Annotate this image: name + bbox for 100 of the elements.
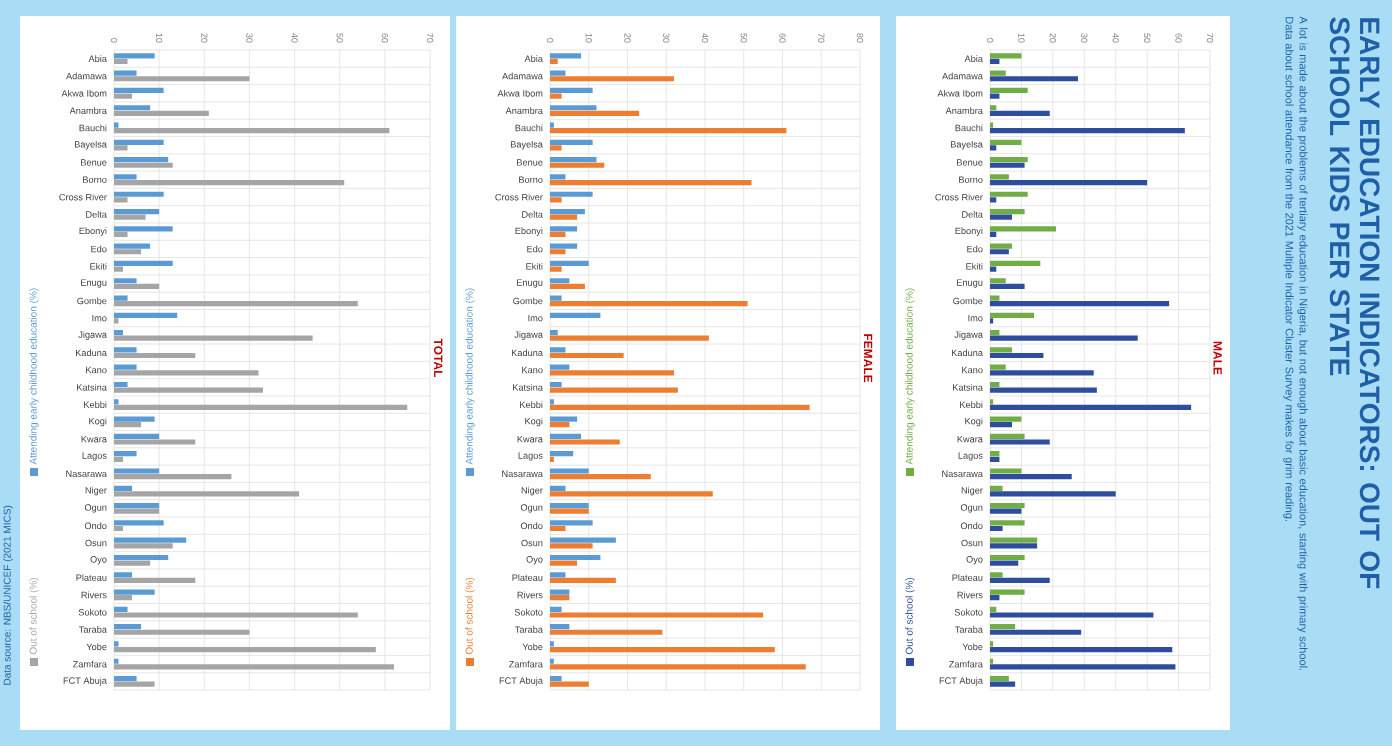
bar	[114, 76, 250, 82]
bar	[114, 624, 142, 630]
bar	[550, 612, 764, 618]
bar	[114, 364, 137, 370]
bar	[114, 283, 160, 289]
bar	[114, 416, 155, 422]
bar	[114, 664, 394, 670]
bar	[114, 468, 160, 474]
bar	[990, 214, 1013, 220]
bar	[550, 174, 566, 180]
bar	[550, 162, 605, 168]
bar	[990, 589, 1025, 595]
bar	[990, 128, 1185, 134]
bar	[990, 295, 1000, 301]
bar	[550, 145, 562, 151]
bar	[550, 525, 566, 532]
bar	[990, 53, 1022, 59]
bar	[990, 191, 1028, 197]
bar	[114, 485, 133, 491]
bar	[990, 226, 1056, 232]
bar	[990, 554, 1025, 561]
bar	[550, 502, 589, 509]
bar	[550, 191, 593, 197]
bar	[990, 543, 1038, 549]
bar	[550, 554, 601, 561]
bar	[990, 93, 1000, 99]
bar	[114, 260, 173, 267]
bar	[550, 312, 601, 318]
bar	[990, 404, 1192, 410]
bar	[550, 387, 678, 393]
bar	[990, 508, 1022, 514]
bar	[550, 473, 651, 480]
bar	[550, 260, 589, 267]
bar	[990, 387, 1097, 393]
bar	[114, 214, 146, 220]
bar	[990, 624, 1016, 630]
bar	[550, 416, 578, 422]
bar	[114, 491, 300, 497]
bar	[550, 381, 562, 388]
bar	[114, 139, 164, 145]
bar	[550, 451, 574, 457]
bar	[114, 508, 160, 514]
bar	[550, 606, 562, 612]
bar	[550, 70, 566, 76]
bar	[550, 543, 593, 549]
bar	[990, 110, 1050, 116]
bar	[990, 278, 1006, 284]
bar	[990, 364, 1006, 370]
bar	[550, 468, 589, 474]
bar	[114, 191, 164, 197]
bar	[114, 675, 137, 682]
bar	[550, 577, 616, 583]
bar	[114, 537, 187, 543]
bar	[550, 105, 597, 111]
bar	[990, 646, 1173, 653]
bar	[990, 572, 1003, 578]
bar	[990, 76, 1079, 82]
bar	[114, 278, 137, 284]
bar	[990, 629, 1082, 635]
bar	[114, 433, 160, 439]
bar	[990, 537, 1038, 543]
bar	[990, 179, 1148, 186]
bar	[990, 525, 1003, 532]
bar	[550, 243, 578, 249]
text: EARLY EDUCATION INDICATORS: OUT OF SCHOOL KIDS PER STATE	[1329, 17, 1380, 589]
bar	[114, 162, 173, 168]
bar	[550, 629, 663, 635]
bar	[990, 485, 1003, 491]
bar	[114, 589, 155, 595]
bar	[990, 577, 1050, 583]
bar	[990, 283, 1025, 289]
bar	[114, 606, 128, 612]
bar	[114, 174, 137, 180]
bar	[550, 266, 562, 272]
bar	[990, 422, 1013, 428]
bar	[550, 76, 674, 82]
bar	[114, 312, 178, 318]
bar	[990, 266, 997, 272]
bar	[990, 157, 1028, 163]
bar	[990, 439, 1050, 445]
bar	[114, 87, 164, 94]
bar	[550, 508, 589, 514]
bar	[114, 404, 408, 410]
bar	[990, 70, 1006, 76]
bar	[114, 243, 151, 249]
bar	[114, 646, 376, 653]
bar	[114, 53, 155, 59]
bar	[550, 139, 593, 145]
bar	[114, 179, 345, 186]
bar	[114, 295, 128, 301]
bar	[550, 93, 562, 99]
bar	[114, 543, 173, 549]
bar	[114, 612, 358, 618]
bar	[550, 208, 585, 215]
bar	[114, 560, 151, 566]
bar	[990, 139, 1022, 145]
bar	[550, 157, 597, 163]
bar	[990, 335, 1138, 341]
bar	[990, 473, 1072, 480]
bar	[550, 681, 589, 687]
